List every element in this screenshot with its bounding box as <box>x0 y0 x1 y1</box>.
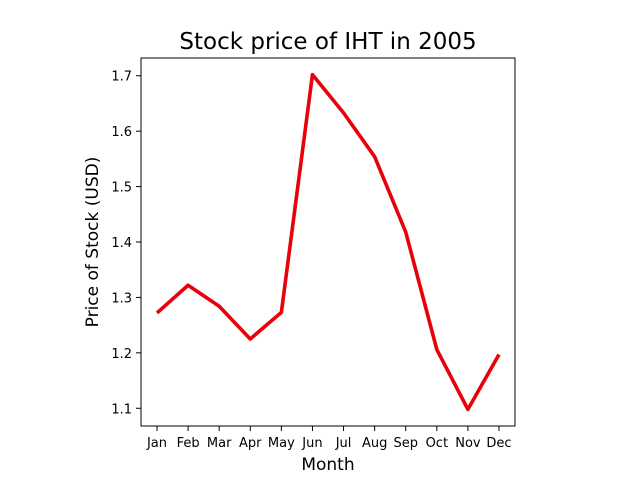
y-tick-label: 1.4 <box>111 236 132 251</box>
y-tick-label: 1.6 <box>111 125 132 140</box>
y-tick-label: 1.1 <box>111 402 132 417</box>
x-axis: Jan Feb Mar Apr May Jun Jul Aug Sep Oct Nov Dec <box>146 426 512 451</box>
x-tick-label: Oct <box>426 436 448 451</box>
x-tick-label: Nov <box>455 436 481 451</box>
chart-title: Stock price of IHT in 2005 <box>179 29 476 55</box>
plot-area <box>141 58 515 426</box>
y-axis-label: Price of Stock (USD) <box>83 157 103 328</box>
y-tick-label: 1.7 <box>111 70 132 85</box>
x-tick-label: Sep <box>393 436 418 451</box>
y-tick-label: 1.2 <box>111 347 132 362</box>
x-tick-label: Jul <box>335 436 352 451</box>
x-tick-label: Mar <box>207 436 232 451</box>
x-axis-label: Month <box>301 455 354 475</box>
x-tick-label: May <box>268 436 295 451</box>
x-tick-label: Feb <box>177 436 200 451</box>
x-tick-label: Dec <box>486 436 511 451</box>
x-tick-label: Apr <box>239 436 262 451</box>
x-tick-label: Jan <box>146 436 167 451</box>
y-tick-label: 1.3 <box>111 291 132 306</box>
x-tick-label: Jun <box>301 436 322 451</box>
x-tick-label: Aug <box>362 436 387 451</box>
y-axis: 1.1 1.2 1.3 1.4 1.5 1.6 1.7 <box>111 70 141 417</box>
y-tick-label: 1.5 <box>111 181 132 196</box>
series-line <box>155 72 501 412</box>
series-layer <box>155 72 501 412</box>
